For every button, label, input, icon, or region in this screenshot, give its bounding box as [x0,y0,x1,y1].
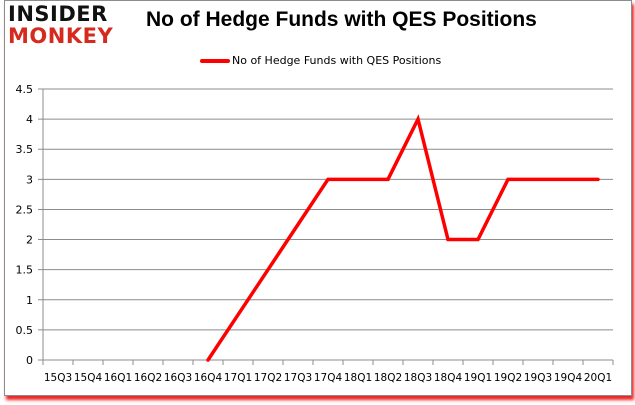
x-tick-label: 17Q3 [284,372,312,384]
x-tick-label: 17Q4 [314,372,343,384]
x-tick-label: 16Q2 [134,372,162,384]
y-tick-label: 3.5 [16,143,34,156]
insider-monkey-logo: INSIDER MONKEY [8,4,136,47]
x-tick-label: 20Q1 [584,372,612,384]
y-tick-label: 2.5 [16,203,34,216]
x-tick-label: 19Q4 [554,372,583,384]
x-tick-label: 17Q1 [224,372,252,384]
y-tick-label: 2 [26,234,33,247]
x-tick-label: 18Q1 [344,372,372,384]
y-tick-label: 4 [26,113,33,126]
x-tick-label: 18Q2 [374,372,402,384]
logo-line-2: MONKEY [8,24,114,48]
y-tick-label: 1.5 [16,264,34,277]
logo-line-1: INSIDER [8,2,108,26]
y-tick-label: 1 [26,294,33,307]
y-tick-label: 0.5 [16,324,34,337]
chart-title: No of Hedge Funds with QES Positions [146,8,537,31]
x-tick-label: 17Q2 [254,372,282,384]
x-tick-label: 19Q1 [464,372,492,384]
x-tick-label: 16Q1 [104,372,132,384]
legend-label: No of Hedge Funds with QES Positions [232,54,442,67]
x-tick-label: 16Q3 [164,372,192,384]
x-tick-label: 19Q3 [524,372,552,384]
y-tick-label: 4.5 [16,83,34,96]
legend-line-swatch-icon [200,58,230,63]
x-tick-label: 18Q3 [404,372,432,384]
series-line [206,114,600,362]
x-tick-label: 16Q4 [194,372,223,384]
y-tick-label: 0 [26,354,33,367]
chart-legend: No of Hedge Funds with QES Positions [200,54,441,67]
x-tick-label: 18Q4 [434,372,463,384]
y-tick-label: 3 [26,173,33,186]
x-tick-label: 15Q4 [74,372,103,384]
x-tick-label: 19Q2 [494,372,522,384]
x-tick-label: 15Q3 [44,372,72,384]
